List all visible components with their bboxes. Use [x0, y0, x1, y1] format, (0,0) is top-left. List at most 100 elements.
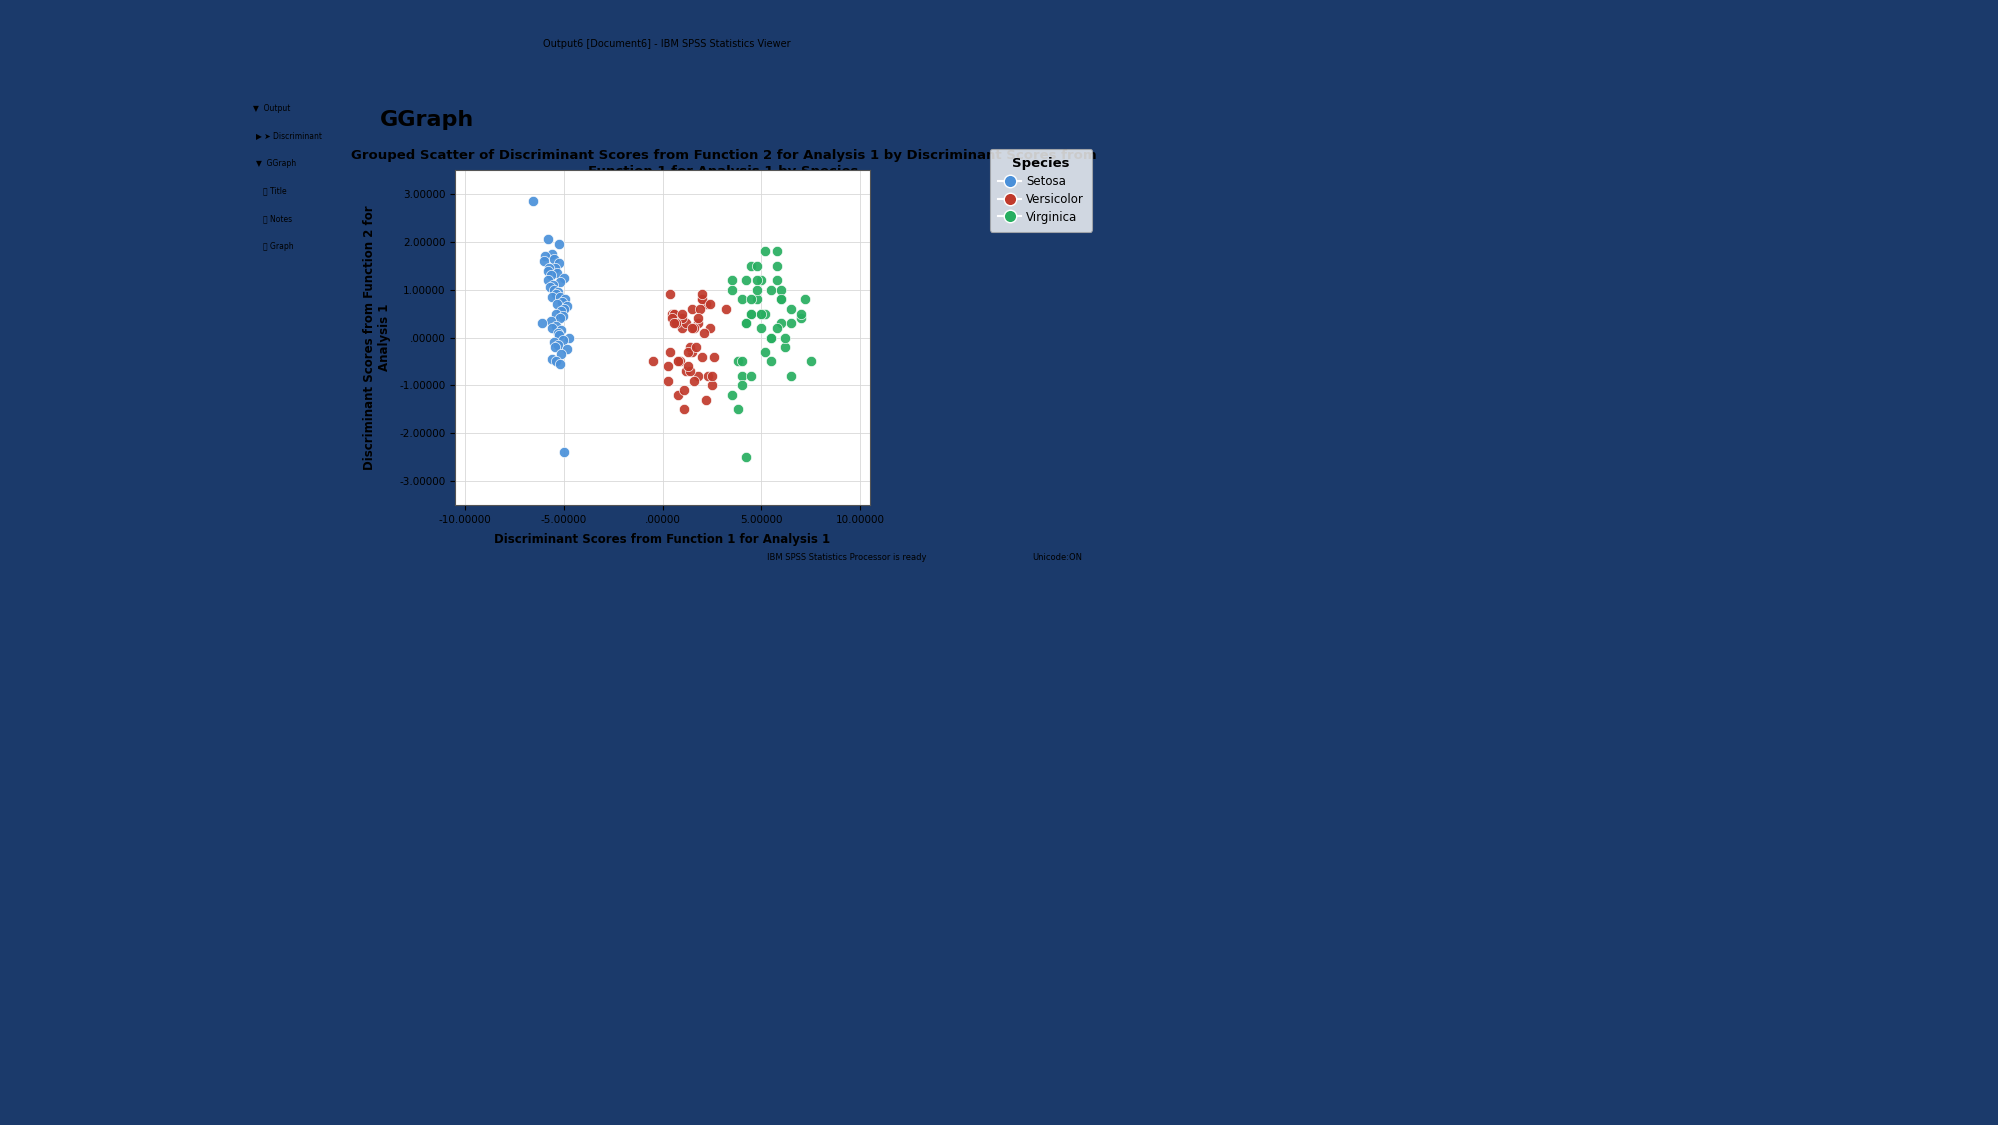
Text: 📊 Notes: 📊 Notes — [262, 214, 292, 223]
Point — [547, 269, 579, 287]
Point — [697, 348, 729, 366]
Text: ▼  GGraph: ▼ GGraph — [256, 159, 296, 168]
Point — [537, 250, 569, 268]
Point — [525, 314, 557, 332]
Point — [535, 312, 567, 330]
Point — [685, 286, 717, 304]
Point — [755, 328, 787, 346]
Point — [539, 316, 571, 334]
Point — [735, 290, 767, 308]
Point — [769, 328, 801, 346]
Point — [663, 352, 695, 370]
Point — [741, 280, 773, 298]
Point — [681, 309, 713, 327]
Point — [745, 271, 777, 289]
Point — [651, 371, 683, 389]
Point — [765, 314, 797, 332]
Point — [775, 367, 807, 385]
Text: Unicode:ON: Unicode:ON — [1031, 552, 1081, 561]
Point — [745, 318, 777, 336]
Point — [685, 348, 717, 366]
Text: Output6 [Document6] - IBM SPSS Statistics Viewer: Output6 [Document6] - IBM SPSS Statistic… — [543, 39, 791, 50]
Point — [545, 322, 577, 340]
Point — [543, 354, 575, 372]
Text: 📉 Graph: 📉 Graph — [262, 242, 294, 251]
Point — [681, 367, 713, 385]
Point — [533, 278, 565, 296]
Point — [679, 339, 711, 357]
Point — [789, 290, 821, 308]
Point — [765, 290, 797, 308]
Point — [655, 309, 687, 327]
Point — [745, 305, 777, 323]
Point — [693, 318, 725, 336]
Point — [535, 245, 567, 263]
Point — [741, 271, 773, 289]
Point — [735, 367, 767, 385]
Point — [545, 303, 577, 321]
Point — [531, 271, 563, 289]
Point — [725, 352, 757, 370]
Point — [529, 248, 561, 266]
Y-axis label: Discriminant Scores from Function 2 for
Analysis 1: Discriminant Scores from Function 2 for … — [362, 205, 390, 470]
Point — [531, 261, 563, 279]
Point — [721, 400, 753, 418]
Point — [537, 276, 569, 294]
Point — [677, 318, 709, 336]
Point — [749, 343, 781, 361]
Point — [533, 259, 565, 277]
Point — [765, 290, 797, 308]
Point — [669, 362, 701, 380]
Point — [693, 295, 725, 313]
Point — [741, 256, 773, 274]
Point — [539, 286, 571, 304]
Point — [541, 284, 573, 302]
Point — [545, 292, 577, 310]
X-axis label: Discriminant Scores from Function 1 for Analysis 1: Discriminant Scores from Function 1 for … — [494, 533, 829, 546]
Point — [725, 377, 757, 395]
Text: ▼  Output: ▼ Output — [252, 104, 290, 112]
Point — [543, 326, 575, 344]
Point — [695, 377, 727, 395]
Text: ▶ ➤ Discriminant: ▶ ➤ Discriminant — [256, 132, 322, 141]
Point — [673, 362, 705, 380]
Point — [761, 318, 793, 336]
Point — [689, 390, 721, 408]
Point — [755, 328, 787, 346]
Point — [665, 318, 697, 336]
Point — [675, 318, 707, 336]
Point — [749, 305, 781, 323]
Point — [657, 314, 689, 332]
Point — [541, 335, 573, 353]
Point — [651, 358, 683, 376]
Point — [715, 280, 747, 298]
Point — [729, 314, 761, 332]
Point — [689, 295, 721, 313]
Point — [729, 271, 761, 289]
Point — [665, 309, 697, 327]
Point — [527, 252, 559, 270]
Point — [549, 290, 581, 308]
Text: 📄 Title: 📄 Title — [262, 187, 286, 196]
Point — [535, 350, 567, 368]
Point — [749, 242, 781, 260]
Point — [657, 305, 689, 323]
Point — [795, 352, 827, 370]
Point — [735, 256, 767, 274]
Point — [543, 254, 575, 272]
Point — [635, 352, 667, 370]
Point — [691, 367, 723, 385]
Point — [721, 352, 753, 370]
Point — [755, 280, 787, 298]
Point — [531, 231, 563, 249]
Point — [761, 271, 793, 289]
Point — [655, 305, 687, 323]
Point — [675, 343, 707, 361]
Point — [785, 305, 817, 323]
Point — [667, 381, 699, 399]
Point — [539, 339, 571, 357]
Point — [687, 324, 719, 342]
Text: Grouped Scatter of Discriminant Scores from Function 2 for Analysis 1 by Discrim: Grouped Scatter of Discriminant Scores f… — [350, 148, 1095, 162]
Point — [729, 314, 761, 332]
Point — [755, 352, 787, 370]
